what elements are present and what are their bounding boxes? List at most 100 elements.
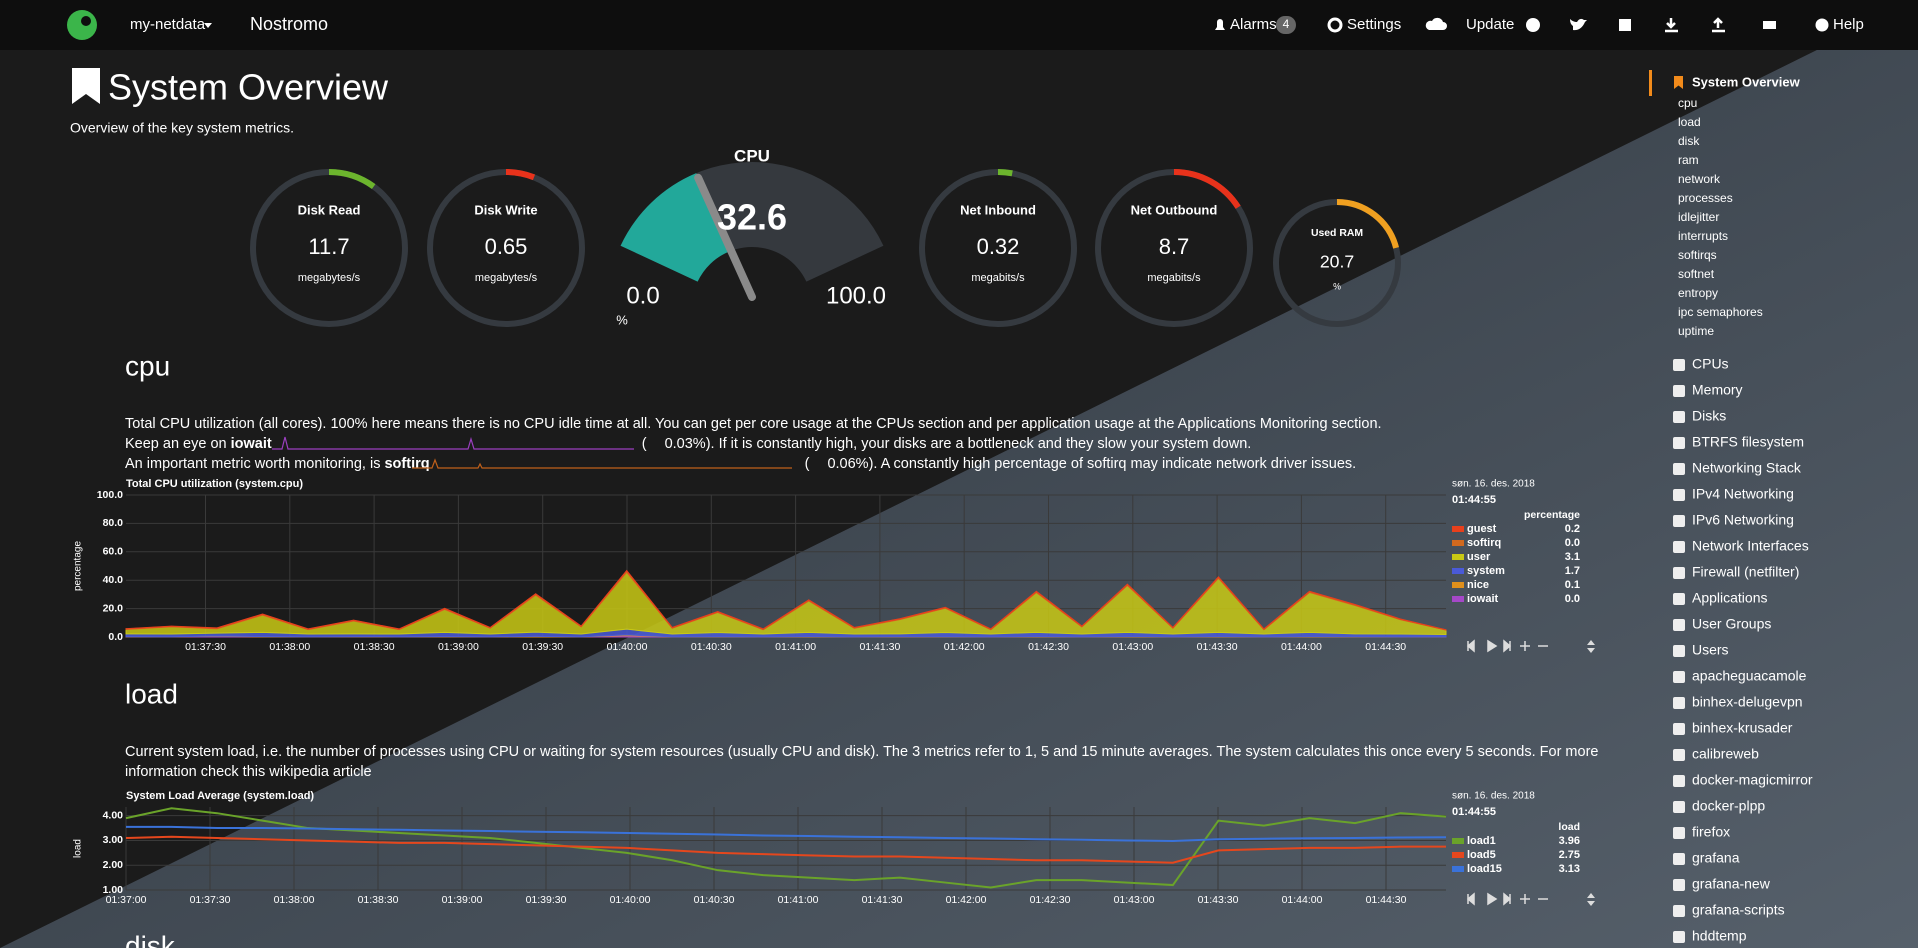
chart-toolbar-button[interactable] bbox=[1487, 639, 1498, 653]
print-icon[interactable] bbox=[1763, 21, 1776, 29]
x-tick-label: 01:42:30 bbox=[1028, 641, 1069, 653]
x-tick-label: 01:42:00 bbox=[944, 641, 985, 653]
sidebar-section[interactable]: IPv6 Networking bbox=[1692, 512, 1794, 528]
sidebar-section[interactable]: grafana bbox=[1692, 850, 1740, 866]
gauge-arc bbox=[1336, 199, 1399, 249]
sidebar-subitem[interactable]: entropy bbox=[1678, 286, 1718, 300]
sidebar-subitem[interactable]: load bbox=[1678, 115, 1701, 129]
sidebar-section[interactable]: grafana-new bbox=[1692, 876, 1771, 892]
legend-value: 2.75 bbox=[1559, 849, 1580, 861]
line-series bbox=[126, 825, 1447, 842]
area-series bbox=[125, 569, 1447, 631]
chart-resize-handle[interactable] bbox=[1587, 893, 1595, 906]
alarm-badge bbox=[1276, 16, 1296, 34]
chart-toolbar-button[interactable] bbox=[1466, 892, 1475, 906]
legend-name[interactable]: guest bbox=[1467, 523, 1497, 535]
legend-date: søn. 16. des. 2018 bbox=[1452, 479, 1535, 490]
legend-swatch bbox=[1452, 554, 1464, 560]
gauge-title: Disk Write bbox=[474, 202, 537, 217]
x-tick-label: 01:40:30 bbox=[691, 641, 732, 653]
legend-name[interactable]: iowait bbox=[1467, 593, 1499, 605]
chart-resize-handle[interactable] bbox=[1587, 640, 1595, 653]
legend-name[interactable]: system bbox=[1467, 565, 1505, 577]
sidebar-section[interactable]: Disks bbox=[1692, 408, 1726, 424]
sidebar-section[interactable]: binhex-krusader bbox=[1692, 720, 1793, 736]
sidebar-section[interactable]: firefox bbox=[1692, 824, 1730, 840]
sidebar-subitem[interactable]: processes bbox=[1678, 191, 1733, 205]
sidebar-section[interactable]: grafana-scripts bbox=[1692, 902, 1785, 918]
chart-toolbar-button[interactable] bbox=[1503, 892, 1512, 906]
sidebar-section[interactable]: Applications bbox=[1692, 590, 1768, 606]
description: An important metric worth monitoring, is… bbox=[125, 456, 1356, 472]
sidebar-section[interactable]: IPv4 Networking bbox=[1692, 486, 1794, 502]
sidebar-subitem[interactable]: ipc semaphores bbox=[1678, 305, 1763, 319]
sidebar-subitem[interactable]: softnet bbox=[1678, 267, 1715, 281]
nav-settings[interactable]: Settings bbox=[1347, 16, 1401, 33]
sidebar-section[interactable]: binhex-delugevpn bbox=[1692, 694, 1803, 710]
sidebar-section[interactable]: User Groups bbox=[1692, 616, 1771, 632]
gear-icon bbox=[1327, 17, 1343, 33]
sidebar-active[interactable]: System Overview bbox=[1692, 74, 1801, 89]
sidebar-subitem[interactable]: cpu bbox=[1678, 96, 1697, 110]
sidebar-icon bbox=[1673, 905, 1685, 917]
sidebar-icon bbox=[1673, 411, 1685, 423]
facebook-icon[interactable] bbox=[1619, 19, 1631, 31]
chart-toolbar-button[interactable] bbox=[1487, 892, 1498, 906]
cpu-gauge-min: 0.0 bbox=[626, 282, 659, 309]
x-tick-label: 01:44:00 bbox=[1282, 894, 1323, 906]
sidebar-subitem[interactable]: interrupts bbox=[1678, 229, 1728, 243]
x-tick-label: 01:39:30 bbox=[522, 641, 563, 653]
chart-toolbar-button[interactable] bbox=[1466, 639, 1475, 653]
legend-name[interactable]: load5 bbox=[1467, 849, 1496, 861]
legend-swatch bbox=[1452, 596, 1464, 602]
legend-name[interactable]: user bbox=[1467, 551, 1491, 563]
chart-toolbar-button[interactable] bbox=[1503, 639, 1512, 653]
y-tick-label: 0.0 bbox=[108, 631, 123, 643]
sidebar-subitem[interactable]: uptime bbox=[1678, 324, 1714, 338]
sidebar-section[interactable]: Users bbox=[1692, 642, 1729, 658]
sidebar-section[interactable]: calibreweb bbox=[1692, 746, 1759, 762]
sidebar-section[interactable]: hddtemp bbox=[1692, 928, 1747, 944]
legend-name[interactable]: nice bbox=[1467, 579, 1489, 591]
sidebar-subitem[interactable]: disk bbox=[1678, 134, 1700, 148]
sidebar-section[interactable]: BTRFS filesystem bbox=[1692, 434, 1804, 450]
active-indicator bbox=[1649, 70, 1652, 96]
legend-name[interactable]: softirq bbox=[1467, 537, 1501, 549]
sidebar-subitem[interactable]: network bbox=[1678, 172, 1721, 186]
upload-icon[interactable] bbox=[1712, 17, 1725, 33]
sidebar-subitem[interactable]: softirqs bbox=[1678, 248, 1717, 262]
gauge-title: Used RAM bbox=[1311, 228, 1363, 239]
nav-alarms[interactable]: Alarms bbox=[1230, 16, 1277, 33]
chart-toolbar-button[interactable] bbox=[1520, 894, 1530, 904]
chart-title: Total CPU utilization (system.cpu) bbox=[126, 478, 303, 490]
twitter-icon[interactable] bbox=[1570, 18, 1587, 31]
section-heading: load bbox=[125, 678, 178, 709]
legend-swatch bbox=[1452, 852, 1464, 858]
github-icon[interactable] bbox=[1526, 18, 1540, 32]
download-icon[interactable] bbox=[1665, 18, 1678, 33]
sidebar-section[interactable]: Networking Stack bbox=[1692, 460, 1802, 476]
sidebar-section[interactable]: apacheguacamole bbox=[1692, 668, 1807, 684]
nav-help[interactable]: Help bbox=[1833, 16, 1864, 33]
legend-name[interactable]: load15 bbox=[1467, 863, 1502, 875]
chart-toolbar-button[interactable] bbox=[1520, 641, 1530, 651]
legend-swatch bbox=[1452, 866, 1464, 872]
sidebar-section[interactable]: CPUs bbox=[1692, 356, 1729, 372]
sidebar-section[interactable]: Firewall (netfilter) bbox=[1692, 564, 1799, 580]
sidebar-subitem[interactable]: idlejitter bbox=[1678, 210, 1719, 224]
legend-value: 3.1 bbox=[1565, 551, 1580, 563]
x-tick-label: 01:44:30 bbox=[1365, 641, 1406, 653]
nav-update[interactable]: Update bbox=[1466, 16, 1514, 33]
sidebar-section[interactable]: Network Interfaces bbox=[1692, 538, 1809, 554]
legend-value: 0.1 bbox=[1565, 579, 1580, 591]
sidebar-section[interactable]: docker-plpp bbox=[1692, 798, 1765, 814]
legend-name[interactable]: load1 bbox=[1467, 835, 1496, 847]
sidebar-section[interactable]: Memory bbox=[1692, 382, 1743, 398]
sidebar-section[interactable]: docker-magicmirror bbox=[1692, 772, 1813, 788]
brand[interactable]: my-netdata bbox=[130, 16, 206, 33]
sidebar-icon bbox=[1673, 801, 1685, 813]
sidebar-icon bbox=[1673, 619, 1685, 631]
logo[interactable] bbox=[67, 10, 97, 40]
sidebar-subitem[interactable]: ram bbox=[1678, 153, 1699, 167]
